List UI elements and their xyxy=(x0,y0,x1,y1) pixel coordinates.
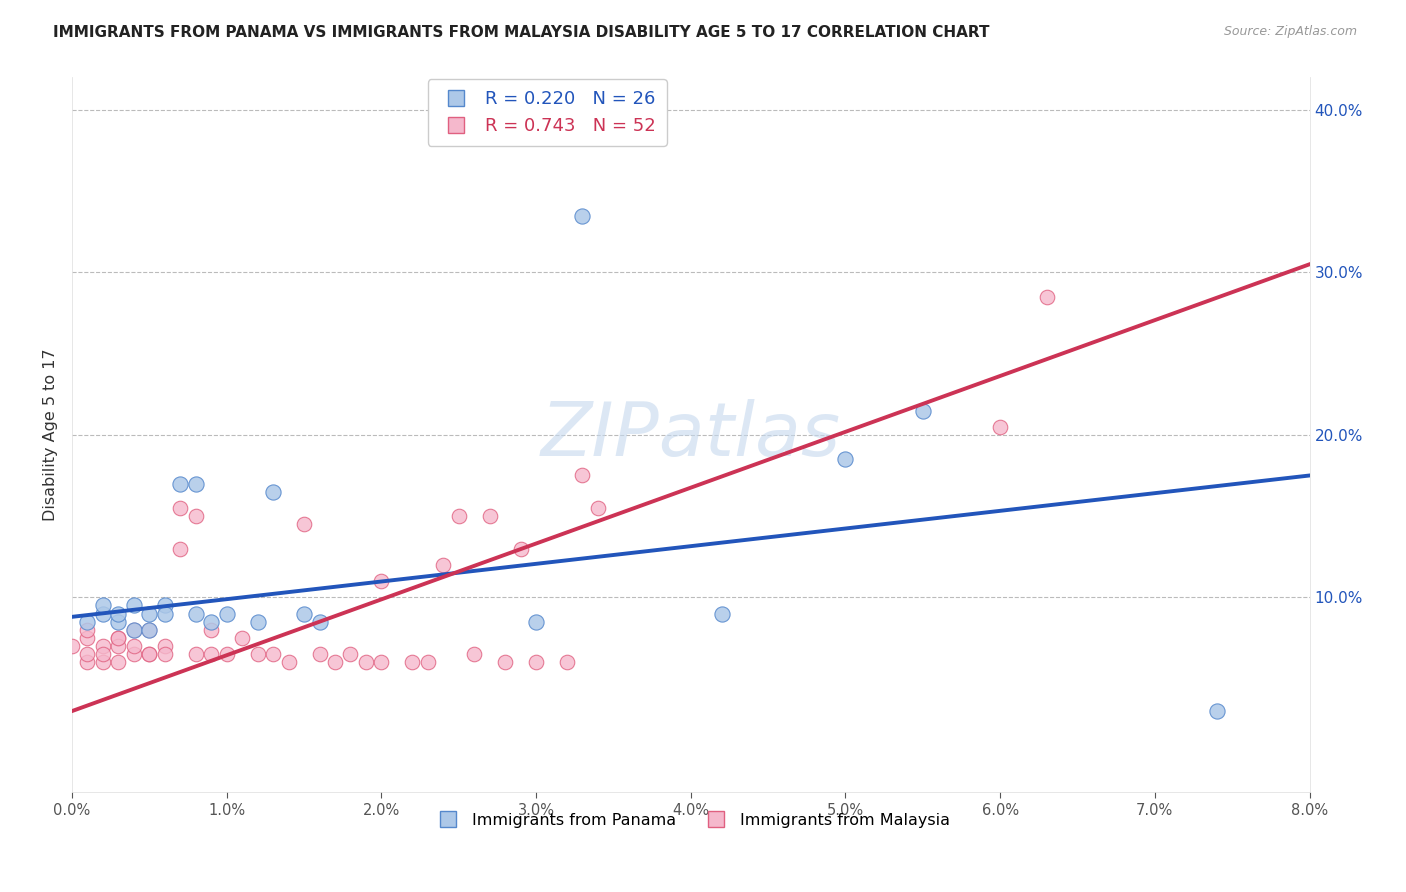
Point xyxy=(277,656,299,670)
Point xyxy=(107,615,129,629)
Point xyxy=(555,656,578,670)
Y-axis label: Disability Age 5 to 17: Disability Age 5 to 17 xyxy=(44,349,58,521)
Point xyxy=(571,209,593,223)
Point xyxy=(509,541,531,556)
Text: ZIPatlas: ZIPatlas xyxy=(541,399,841,471)
Point xyxy=(122,647,145,661)
Point xyxy=(911,403,934,417)
Point xyxy=(91,599,114,613)
Point xyxy=(323,656,346,670)
Point xyxy=(586,500,609,515)
Point xyxy=(184,647,207,661)
Point xyxy=(370,656,392,670)
Point xyxy=(138,647,160,661)
Point xyxy=(432,558,454,572)
Point xyxy=(107,639,129,653)
Point xyxy=(184,509,207,524)
Point xyxy=(122,639,145,653)
Point xyxy=(200,615,222,629)
Point xyxy=(710,607,733,621)
Point xyxy=(416,656,439,670)
Point xyxy=(524,615,547,629)
Point xyxy=(988,419,1011,434)
Point xyxy=(447,509,470,524)
Point xyxy=(200,623,222,637)
Point xyxy=(91,607,114,621)
Point xyxy=(246,647,269,661)
Point xyxy=(169,476,191,491)
Point xyxy=(1205,704,1227,718)
Point xyxy=(138,623,160,637)
Point xyxy=(292,517,315,532)
Point xyxy=(834,452,856,467)
Point xyxy=(153,639,176,653)
Point xyxy=(76,615,98,629)
Point xyxy=(153,647,176,661)
Point xyxy=(60,639,83,653)
Point xyxy=(107,656,129,670)
Point xyxy=(76,631,98,645)
Point xyxy=(463,647,485,661)
Point xyxy=(153,607,176,621)
Text: Source: ZipAtlas.com: Source: ZipAtlas.com xyxy=(1223,25,1357,38)
Point xyxy=(122,623,145,637)
Point xyxy=(169,541,191,556)
Point xyxy=(91,639,114,653)
Text: IMMIGRANTS FROM PANAMA VS IMMIGRANTS FROM MALAYSIA DISABILITY AGE 5 TO 17 CORREL: IMMIGRANTS FROM PANAMA VS IMMIGRANTS FRO… xyxy=(53,25,990,40)
Point xyxy=(169,500,191,515)
Point xyxy=(107,631,129,645)
Point xyxy=(215,647,238,661)
Point xyxy=(184,476,207,491)
Point xyxy=(76,647,98,661)
Point xyxy=(354,656,377,670)
Point xyxy=(571,468,593,483)
Point xyxy=(107,631,129,645)
Point xyxy=(138,607,160,621)
Point xyxy=(262,647,284,661)
Point xyxy=(138,647,160,661)
Point xyxy=(184,607,207,621)
Point xyxy=(153,599,176,613)
Point xyxy=(262,484,284,499)
Point xyxy=(138,623,160,637)
Point xyxy=(76,656,98,670)
Point xyxy=(76,623,98,637)
Point xyxy=(370,574,392,588)
Point xyxy=(292,607,315,621)
Point xyxy=(122,599,145,613)
Point xyxy=(308,615,330,629)
Point xyxy=(401,656,423,670)
Point xyxy=(122,623,145,637)
Point xyxy=(494,656,516,670)
Legend: Immigrants from Panama, Immigrants from Malaysia: Immigrants from Panama, Immigrants from … xyxy=(426,806,956,834)
Point xyxy=(231,631,253,645)
Point xyxy=(246,615,269,629)
Point xyxy=(1035,290,1057,304)
Point xyxy=(339,647,361,661)
Point xyxy=(91,656,114,670)
Point xyxy=(308,647,330,661)
Point xyxy=(107,607,129,621)
Point xyxy=(478,509,501,524)
Point xyxy=(91,647,114,661)
Point xyxy=(215,607,238,621)
Point xyxy=(524,656,547,670)
Point xyxy=(200,647,222,661)
